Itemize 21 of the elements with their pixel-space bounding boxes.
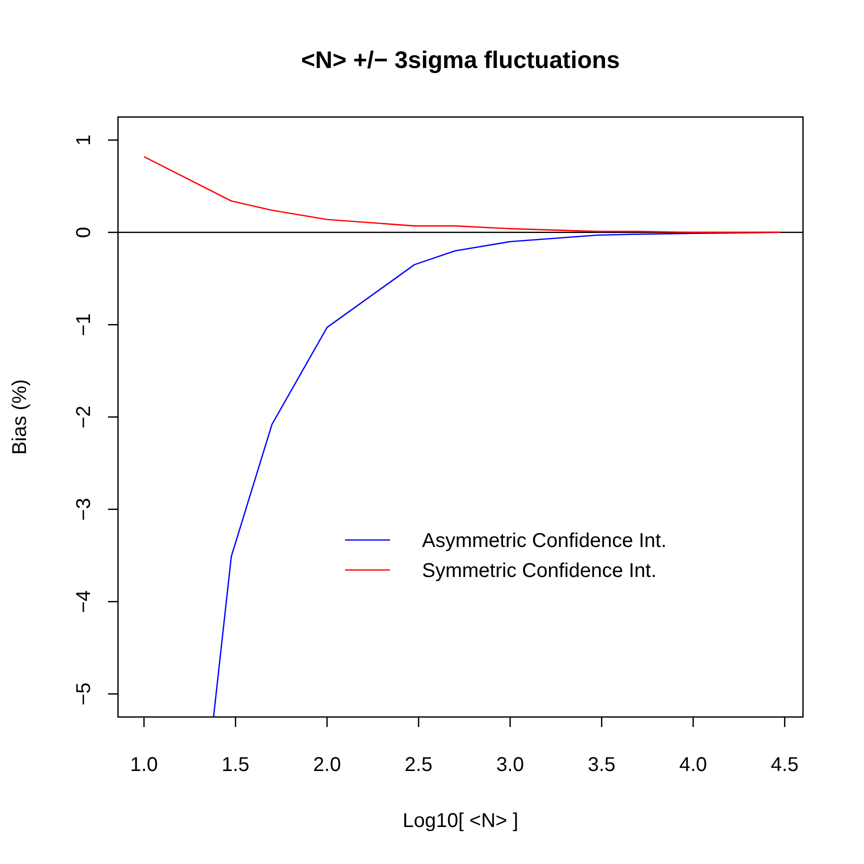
x-tick-label: 2.5 <box>404 754 432 776</box>
y-axis-title: Bias (%) <box>9 379 31 455</box>
x-tick-label: 1.5 <box>222 754 250 776</box>
chart-title: <N> +/− 3sigma fluctuations <box>301 47 620 74</box>
x-axis-title: Log10[ <N> ] <box>402 810 518 832</box>
y-tick-label: −3 <box>73 498 95 521</box>
x-tick-label: 3.5 <box>588 754 616 776</box>
x-tick-label: 4.5 <box>770 754 799 776</box>
legend-label: Asymmetric Confidence Int. <box>422 530 667 552</box>
x-tick-label: 2.0 <box>313 754 341 776</box>
x-tick-label: 4.0 <box>679 754 708 776</box>
line-series <box>143 156 782 234</box>
x-tick-label: 1.0 <box>130 754 158 776</box>
x-tick-label: 3.0 <box>496 754 524 776</box>
y-tick-label: −1 <box>73 313 95 336</box>
y-tick-label: −4 <box>73 590 95 614</box>
y-tick-label: −2 <box>73 406 95 428</box>
legend-label: Symmetric Confidence Int. <box>422 560 657 582</box>
y-tick-label: −5 <box>73 682 95 706</box>
y-tick-label: 1 <box>73 134 95 146</box>
y-tick-label: 0 <box>73 226 95 238</box>
